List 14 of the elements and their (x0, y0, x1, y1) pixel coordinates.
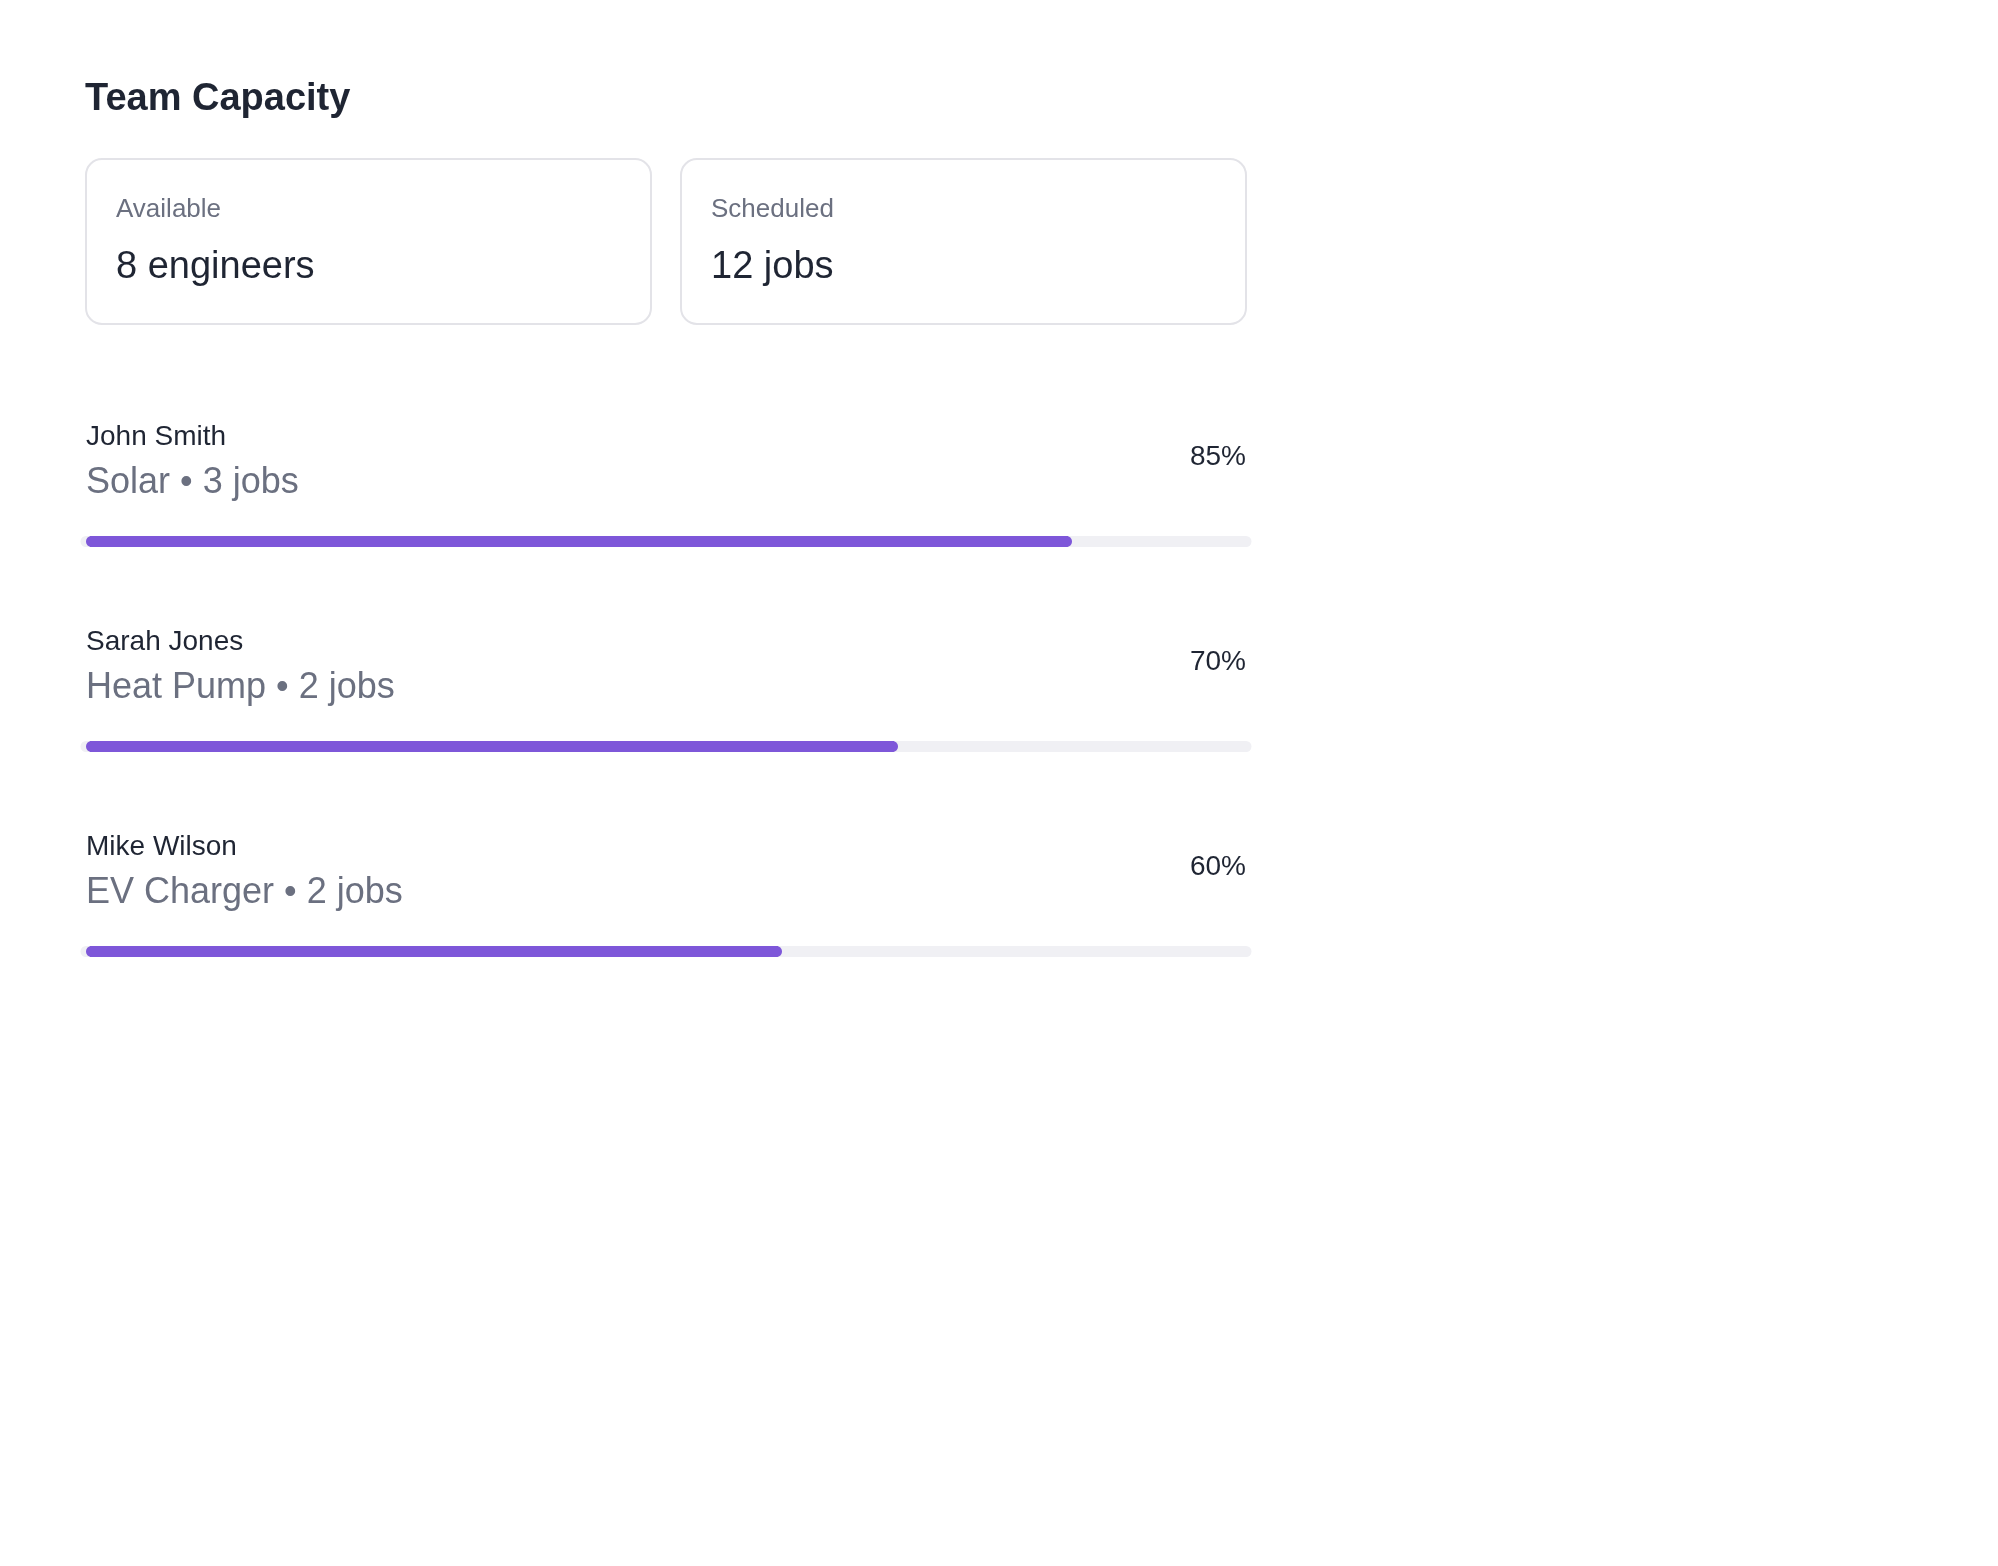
data-label: 60% (1189, 849, 1246, 881)
text: Available (116, 193, 222, 223)
y-tick-label: Sarah Jones (86, 624, 244, 656)
data-label: 70% (1189, 644, 1246, 676)
data-label: 85% (1189, 439, 1246, 471)
text: 8 engineers (116, 244, 315, 286)
text: Team Capacity (85, 76, 351, 118)
annotation: Solar • 3 jobs (86, 459, 299, 501)
y-tick-label: Mike Wilson (86, 829, 237, 861)
text: Scheduled (711, 193, 834, 223)
y-tick-label: John Smith (86, 419, 227, 451)
annotation: EV Charger • 2 jobs (86, 869, 403, 911)
text: 12 jobs (711, 244, 834, 286)
annotation: Heat Pump • 2 jobs (86, 664, 395, 706)
